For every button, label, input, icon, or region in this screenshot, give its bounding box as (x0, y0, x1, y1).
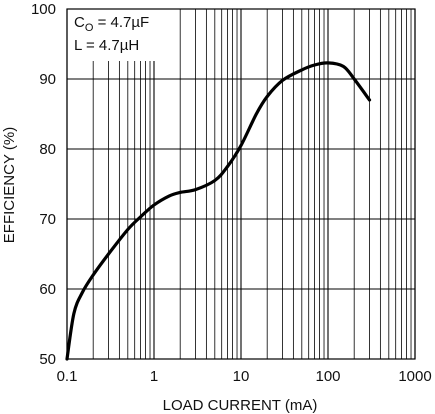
y-tick-label: 60 (39, 281, 56, 298)
y-axis-title: EFFICIENCY (%) (1, 127, 18, 243)
y-tick-label: 80 (39, 141, 56, 158)
efficiency-curve (65, 61, 372, 361)
y-tick-label: 70 (39, 211, 56, 228)
y-tick-label: 100 (31, 1, 56, 18)
x-tick-label: 0.1 (57, 368, 78, 385)
x-tick-label: 1 (150, 368, 158, 385)
y-tick-label: 50 (39, 351, 56, 368)
annotation-background (70, 9, 156, 61)
annotation-inductor: L = 4.7µH (74, 37, 139, 54)
x-tick-label: 1000 (398, 368, 431, 385)
x-tick-label: 100 (315, 368, 340, 385)
x-tick-label: 10 (233, 368, 250, 385)
x-axis-title: LOAD CURRENT (mA) (163, 397, 318, 414)
y-tick-label: 90 (39, 71, 56, 88)
annotation-capacitor: CO = 4.7µF (74, 14, 149, 34)
y-tick-labels: 50 60 70 80 90 100 (31, 1, 56, 368)
minor-gridlines (92, 9, 412, 359)
plot-frame (66, 8, 416, 360)
series-layer (65, 61, 372, 361)
x-tick-labels: 0.1 1 10 100 1000 (57, 368, 432, 385)
